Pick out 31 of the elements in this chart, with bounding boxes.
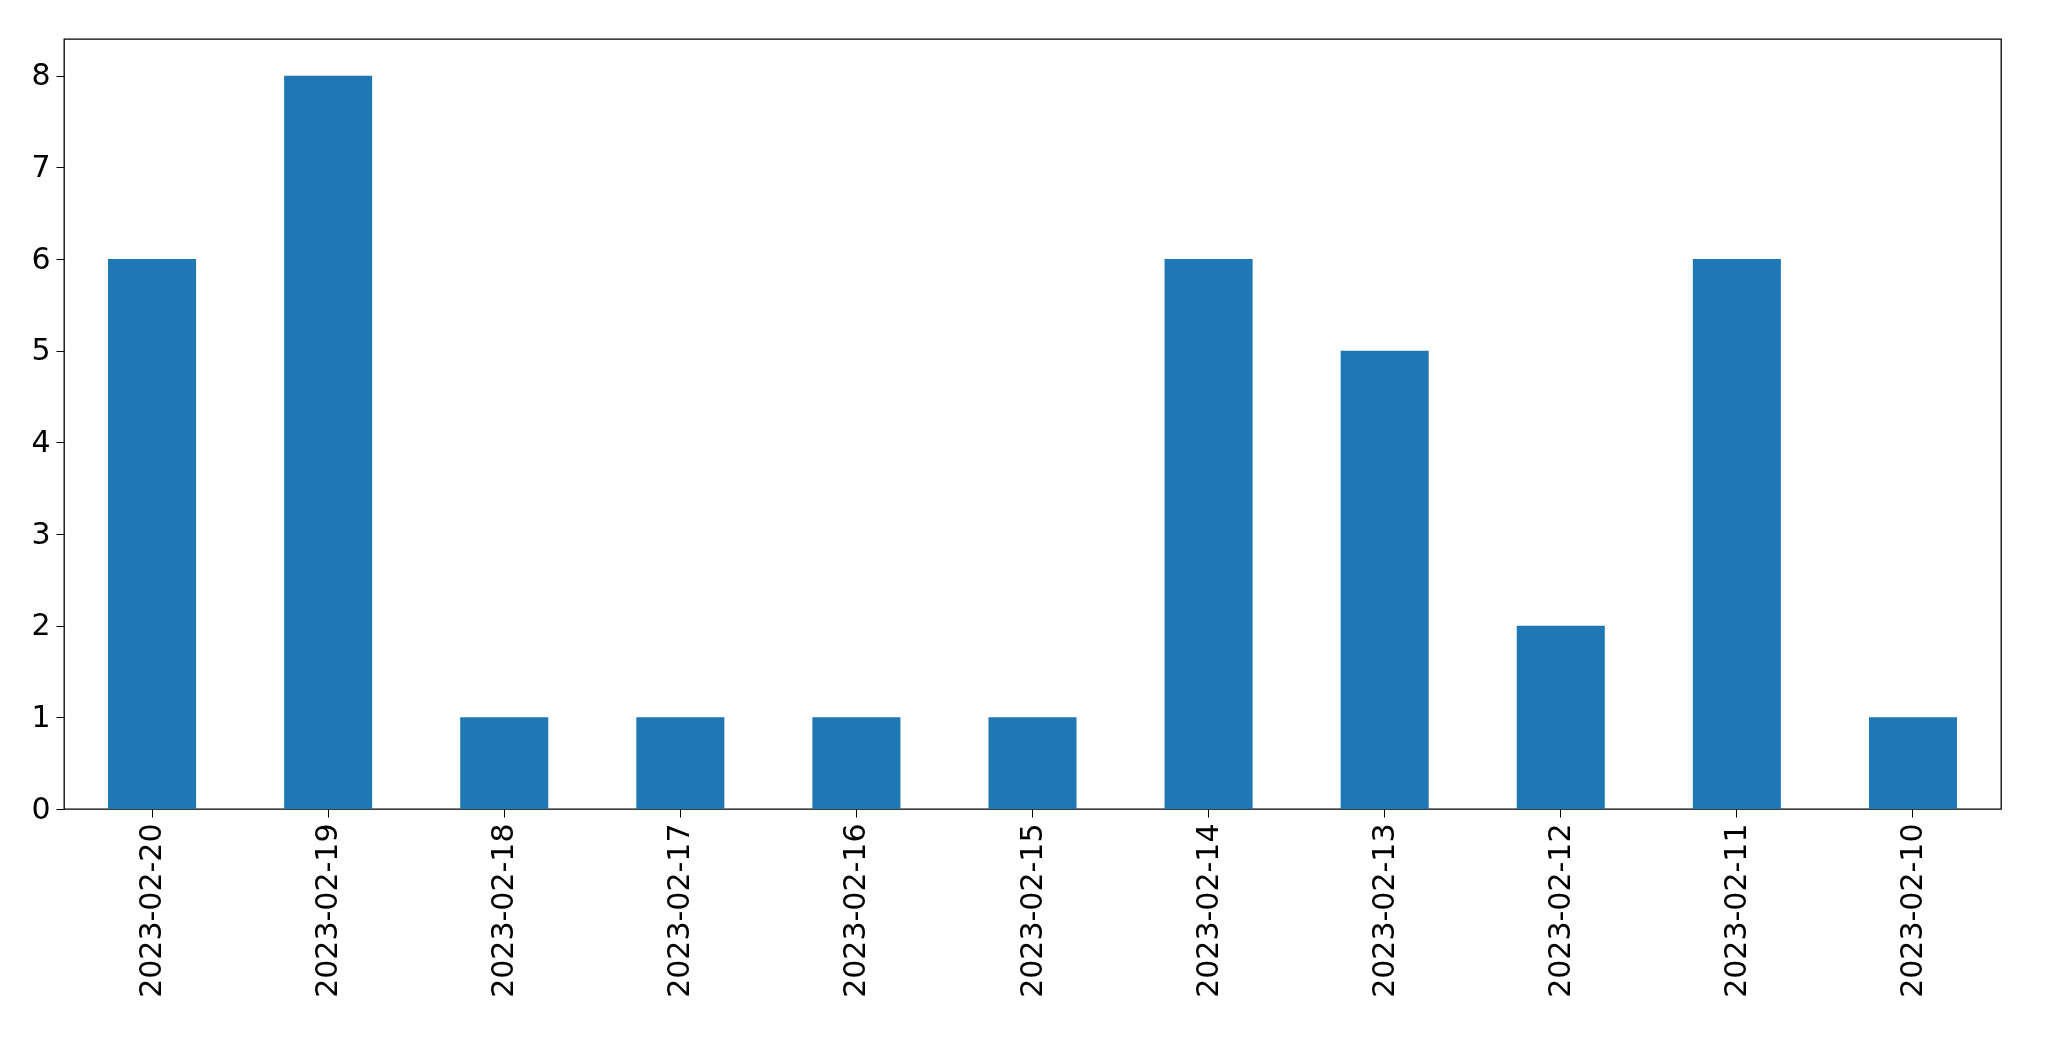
y-tick-label: 2: [31, 607, 51, 643]
bar: [812, 717, 901, 809]
bar: [108, 259, 197, 809]
y-tick-label: 6: [31, 240, 51, 276]
x-tick-label: 2023-02-18: [485, 823, 521, 998]
y-tick-label: 3: [31, 515, 51, 551]
y-tick-label: 4: [31, 423, 51, 459]
x-tick-label: 2023-02-20: [133, 823, 169, 998]
x-tick-label: 2023-02-17: [661, 823, 697, 998]
y-tick-label: 5: [31, 332, 51, 368]
x-tick-label: 2023-02-16: [837, 823, 873, 998]
x-tick-label: 2023-02-19: [309, 823, 345, 998]
bar: [636, 717, 725, 809]
y-tick-label: 7: [31, 148, 51, 184]
bar: [1868, 717, 1957, 809]
y-tick-label: 8: [31, 57, 51, 93]
y-tick-label: 0: [31, 790, 51, 826]
x-tick-label: 2023-02-13: [1365, 823, 1401, 998]
x-tick-label: 2023-02-11: [1717, 823, 1753, 998]
y-tick-label: 1: [31, 698, 51, 734]
bar: [1692, 259, 1781, 809]
x-tick-label: 2023-02-15: [1013, 823, 1049, 998]
bar: [284, 75, 373, 809]
x-tick-label: 2023-02-10: [1893, 823, 1929, 998]
bar: [1164, 259, 1253, 809]
x-tick-label: 2023-02-12: [1541, 823, 1577, 998]
bar: [1516, 625, 1605, 809]
bar: [988, 717, 1077, 809]
x-tick-label: 2023-02-14: [1189, 823, 1225, 998]
bar: [1340, 350, 1429, 809]
bar: [460, 717, 549, 809]
